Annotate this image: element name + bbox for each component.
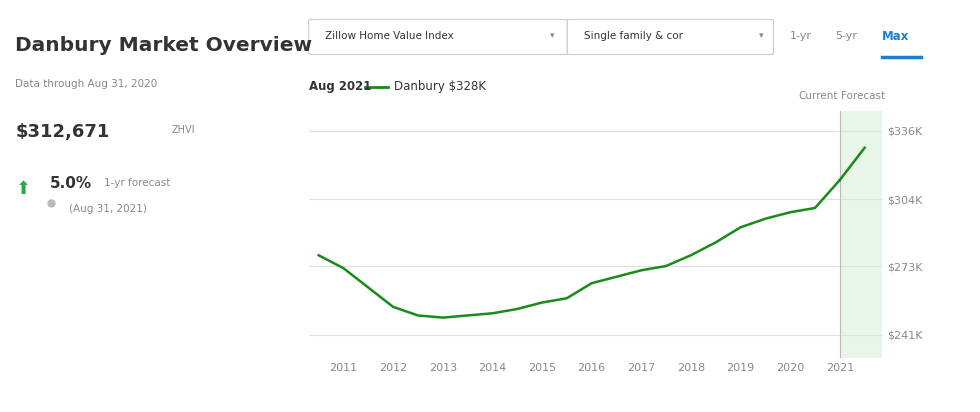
FancyBboxPatch shape xyxy=(567,19,773,54)
Text: Data through Aug 31, 2020: Data through Aug 31, 2020 xyxy=(16,80,158,89)
Bar xyxy=(840,111,882,358)
Text: Zillow Home Value Index: Zillow Home Value Index xyxy=(325,31,454,41)
Text: ▾: ▾ xyxy=(550,32,555,40)
FancyBboxPatch shape xyxy=(309,19,567,54)
Text: Current: Current xyxy=(799,91,838,101)
Text: Single family & cor: Single family & cor xyxy=(584,31,683,41)
Text: (Aug 31, 2021): (Aug 31, 2021) xyxy=(70,204,147,214)
Text: Forecast: Forecast xyxy=(841,91,885,101)
Text: ⬆: ⬆ xyxy=(16,180,30,198)
Text: 1-yr forecast: 1-yr forecast xyxy=(104,178,170,187)
Text: Aug 2021: Aug 2021 xyxy=(309,80,371,93)
Text: ZHVI: ZHVI xyxy=(172,125,195,135)
Text: 5.0%: 5.0% xyxy=(50,176,92,191)
Text: Max: Max xyxy=(882,30,908,42)
Text: Danbury Market Overview: Danbury Market Overview xyxy=(16,36,313,55)
Text: 5-yr: 5-yr xyxy=(836,31,858,41)
Text: Danbury $328K: Danbury $328K xyxy=(394,80,486,93)
Text: ▾: ▾ xyxy=(760,32,763,40)
Text: 1-yr: 1-yr xyxy=(790,31,811,41)
Text: $312,671: $312,671 xyxy=(16,123,110,141)
